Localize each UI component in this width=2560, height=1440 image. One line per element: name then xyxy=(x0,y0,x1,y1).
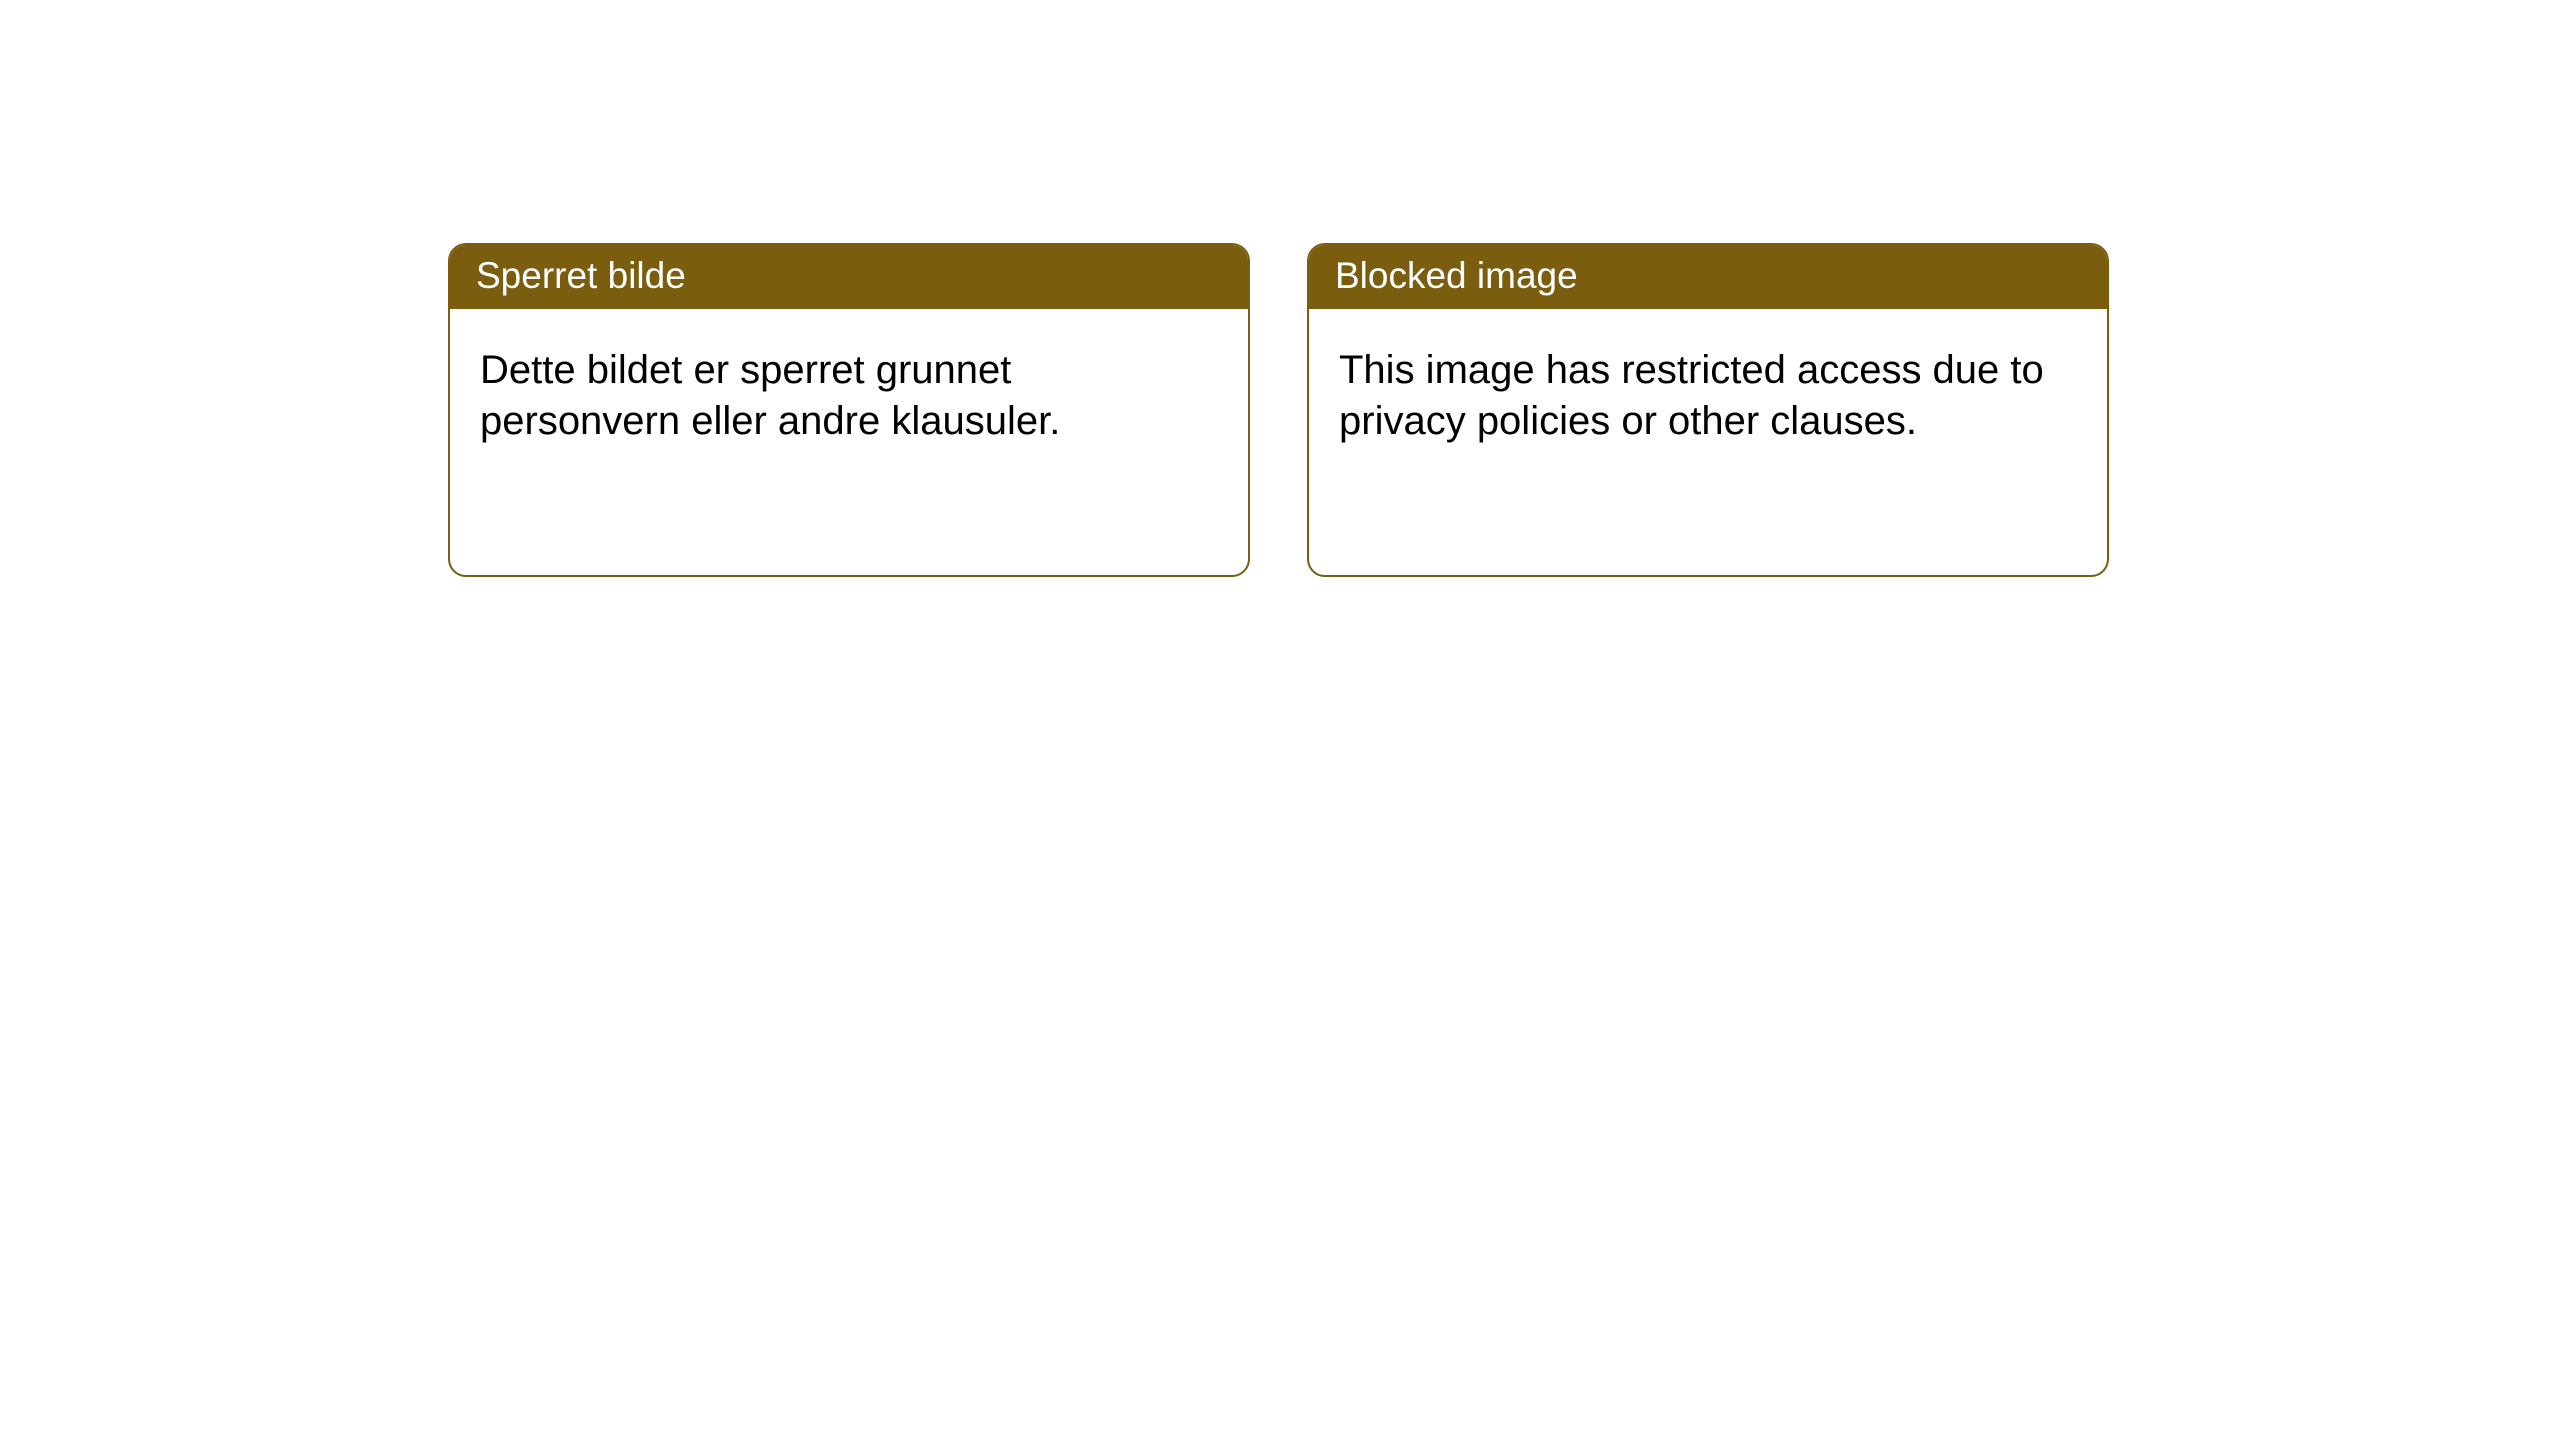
card-body-text: This image has restricted access due to … xyxy=(1339,348,2044,443)
notice-container: Sperret bilde Dette bildet er sperret gr… xyxy=(0,0,2560,577)
card-body-text: Dette bildet er sperret grunnet personve… xyxy=(480,348,1060,443)
card-header: Sperret bilde xyxy=(450,245,1248,309)
notice-card-norwegian: Sperret bilde Dette bildet er sperret gr… xyxy=(448,243,1250,577)
card-body: This image has restricted access due to … xyxy=(1309,309,2107,477)
card-title: Sperret bilde xyxy=(476,255,686,296)
card-header: Blocked image xyxy=(1309,245,2107,309)
card-title: Blocked image xyxy=(1335,255,1578,296)
notice-card-english: Blocked image This image has restricted … xyxy=(1307,243,2109,577)
card-body: Dette bildet er sperret grunnet personve… xyxy=(450,309,1248,477)
